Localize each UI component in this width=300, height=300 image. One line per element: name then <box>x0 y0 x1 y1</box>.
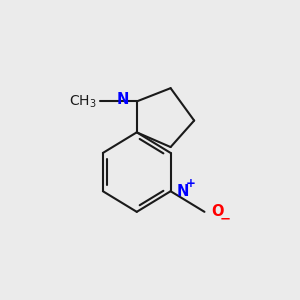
Text: +: + <box>186 177 196 190</box>
Text: N: N <box>176 184 189 199</box>
Text: N: N <box>117 92 129 107</box>
Text: CH$_3$: CH$_3$ <box>69 93 97 110</box>
Text: −: − <box>220 213 231 226</box>
Text: O: O <box>211 204 224 219</box>
